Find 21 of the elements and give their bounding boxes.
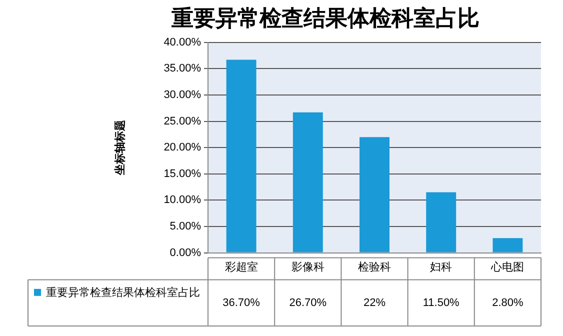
y-tick-label: 30.00%: [164, 89, 202, 102]
y-tick-label: 35.00%: [164, 62, 202, 75]
y-tick-label: 5.00%: [170, 220, 202, 233]
x-tick-label: 心电图: [490, 260, 524, 274]
x-tick-label: 彩超室: [224, 260, 258, 274]
x-tick-label: 影像科: [291, 261, 324, 274]
y-tick-label: 0.00%: [170, 246, 202, 259]
bar: [292, 112, 323, 252]
y-tick-label: 10.00%: [164, 194, 202, 206]
y-tick-label: 20.00%: [164, 142, 202, 154]
bar: [226, 60, 256, 252]
y-tick-label: 25.00%: [164, 115, 202, 128]
x-tick-label: 检验科: [358, 261, 391, 274]
y-tick-label: 15.00%: [164, 168, 202, 180]
y-axis-title: 坐标轴标题: [114, 120, 127, 176]
bar: [426, 192, 456, 252]
x-tick-label: 妇科: [430, 261, 452, 274]
bar: [492, 238, 523, 252]
bar: [360, 137, 390, 252]
y-tick-label: 40.00%: [164, 36, 202, 48]
chart-title: 重要异常检查结果体检科室占比: [170, 5, 480, 30]
